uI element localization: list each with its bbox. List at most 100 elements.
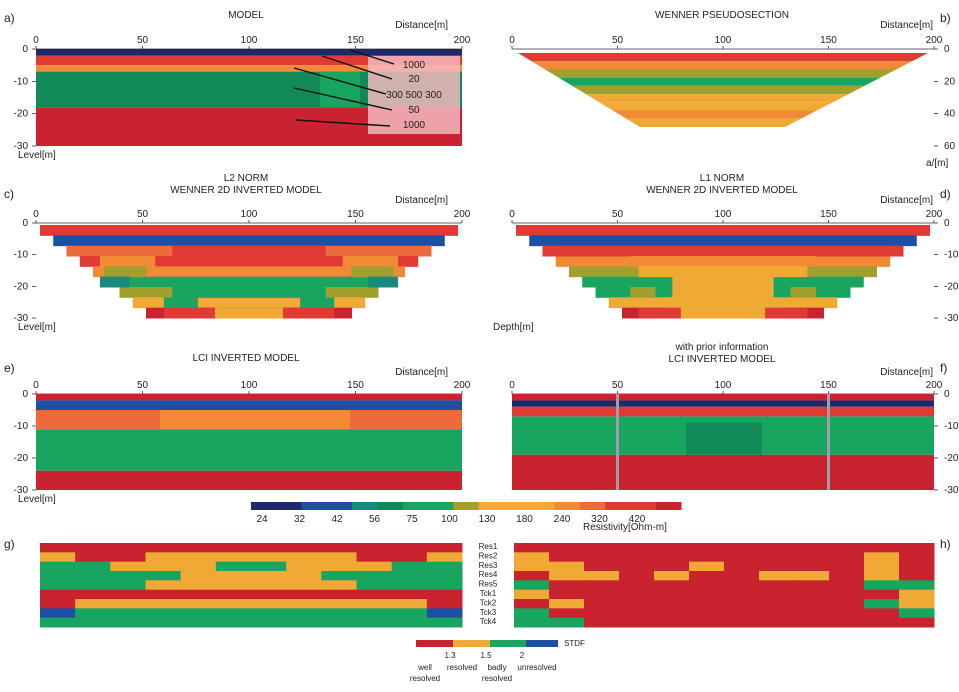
uncertainty-cell xyxy=(829,599,865,609)
y-tick-label: 0 xyxy=(22,44,28,55)
panel-c-x-axis: 0 50 100 150 200 xyxy=(33,209,471,224)
model-cell-row xyxy=(516,225,930,236)
panel-c-y-label: Level[m] xyxy=(18,322,56,333)
panel-f-distance-label: Distance[m] xyxy=(880,367,933,378)
row-label: Res4 xyxy=(479,570,498,579)
annotation-leader xyxy=(293,87,393,111)
uncertainty-cell xyxy=(724,543,760,553)
lci-layer xyxy=(512,400,934,407)
uncertainty-cell xyxy=(829,543,865,553)
panel-g-table xyxy=(40,543,463,628)
x-tick-label: 50 xyxy=(137,35,149,46)
resistivity-colorbar: 24 32 42 56 75 100 130 180 240 320 420 xyxy=(251,502,682,525)
pseudosection-band xyxy=(545,69,897,78)
resistivity-colorbar-title: Resistivity[Ohm-m] xyxy=(583,522,667,533)
x-tick-label: 0 xyxy=(509,35,515,46)
stdf-tick-label: 1.5 xyxy=(480,651,492,660)
panel-d-y-axis: 0 -10 -20 -30 xyxy=(934,218,959,324)
colorbar-tick-label: 100 xyxy=(441,514,458,525)
uncertainty-cell xyxy=(759,543,795,553)
x-tick-label: 150 xyxy=(820,35,837,46)
y-tick-label: 20 xyxy=(944,76,956,87)
uncertainty-cell xyxy=(654,589,690,600)
uncertainty-cell xyxy=(619,561,655,572)
uncertainty-cell xyxy=(549,608,585,619)
stdf-class-label: resolved xyxy=(447,663,477,672)
stdf-class-label: well xyxy=(417,663,432,672)
uncertainty-cell xyxy=(619,571,655,581)
model-cell-row xyxy=(53,235,445,247)
panel-f-title2: with prior information xyxy=(675,342,769,353)
model-cell xyxy=(163,297,198,309)
y-tick-label: -30 xyxy=(944,313,959,324)
uncertainty-cell xyxy=(549,571,585,581)
row-label: Res2 xyxy=(479,551,498,560)
colorbar-swatch xyxy=(554,502,581,510)
uncertainty-cell xyxy=(514,543,550,553)
uncertainty-cell xyxy=(654,580,690,591)
y-tick-label: 0 xyxy=(22,218,28,229)
panel-f-x-axis: 0 50 100 150 200 xyxy=(509,380,943,395)
uncertainty-cell xyxy=(584,580,620,591)
uncertainty-cell xyxy=(689,571,725,581)
model-cell xyxy=(638,307,681,319)
model-layer xyxy=(36,49,462,56)
x-tick-label: 200 xyxy=(454,35,471,46)
uncertainty-cell xyxy=(689,617,725,628)
panel-a-plot: 1000 20 300 500 300 50 1000 xyxy=(36,49,462,146)
x-tick-label: 50 xyxy=(612,380,624,391)
uncertainty-cell xyxy=(75,571,111,581)
row-label: Tck1 xyxy=(480,589,497,598)
uncertainty-cell xyxy=(426,561,463,572)
uncertainty-cell xyxy=(110,552,146,563)
uncertainty-cell xyxy=(619,599,655,609)
uncertainty-cell xyxy=(864,617,900,628)
pseudosection-band xyxy=(612,110,817,119)
uncertainty-cell xyxy=(286,552,322,563)
y-tick-label: 0 xyxy=(944,218,950,229)
uncertainty-cell xyxy=(215,543,252,553)
panel-f-plot xyxy=(512,394,934,490)
uncertainty-cell xyxy=(356,552,393,563)
x-tick-label: 100 xyxy=(715,380,732,391)
uncertainty-cell xyxy=(356,608,393,619)
uncertainty-cell xyxy=(549,580,585,591)
uncertainty-cell xyxy=(75,543,111,553)
stdf-legend-title: STDF xyxy=(564,639,585,648)
lci-layer xyxy=(512,406,934,417)
uncertainty-cell xyxy=(215,561,252,572)
panel-e-plot xyxy=(36,394,462,490)
uncertainty-cell xyxy=(145,589,182,600)
uncertainty-cell xyxy=(356,543,393,553)
uncertainty-cell xyxy=(321,589,357,600)
colorbar-tick-label: 180 xyxy=(516,514,533,525)
lci-layer xyxy=(36,400,462,410)
y-tick-label: 0 xyxy=(944,44,950,55)
x-tick-label: 50 xyxy=(137,209,149,220)
uncertainty-cell xyxy=(75,580,111,591)
model-cell xyxy=(172,287,326,298)
colorbar-swatch xyxy=(453,502,480,510)
stdf-tick-label: 1.3 xyxy=(444,651,456,660)
x-tick-label: 100 xyxy=(241,209,258,220)
colorbar-swatch xyxy=(402,502,429,510)
model-cell xyxy=(283,307,335,319)
uncertainty-cell xyxy=(391,617,428,628)
model-cell-row xyxy=(529,235,917,247)
uncertainty-cell xyxy=(759,552,795,563)
panel-b-title: WENNER PSEUDOSECTION xyxy=(655,10,789,21)
uncertainty-cell xyxy=(514,589,550,600)
uncertainty-cell xyxy=(391,561,428,572)
pseudosection-band xyxy=(572,85,865,95)
model-cell-row xyxy=(93,266,405,278)
uncertainty-cell xyxy=(75,599,111,609)
x-tick-label: 0 xyxy=(33,35,39,46)
uncertainty-cell xyxy=(180,571,217,581)
uncertainty-cell xyxy=(759,617,795,628)
annotation-leader xyxy=(293,67,387,95)
uncertainty-cell xyxy=(724,561,760,572)
uncertainty-cell xyxy=(794,552,830,563)
uncertainty-cell xyxy=(689,552,725,563)
pseudosection-band xyxy=(558,77,881,86)
